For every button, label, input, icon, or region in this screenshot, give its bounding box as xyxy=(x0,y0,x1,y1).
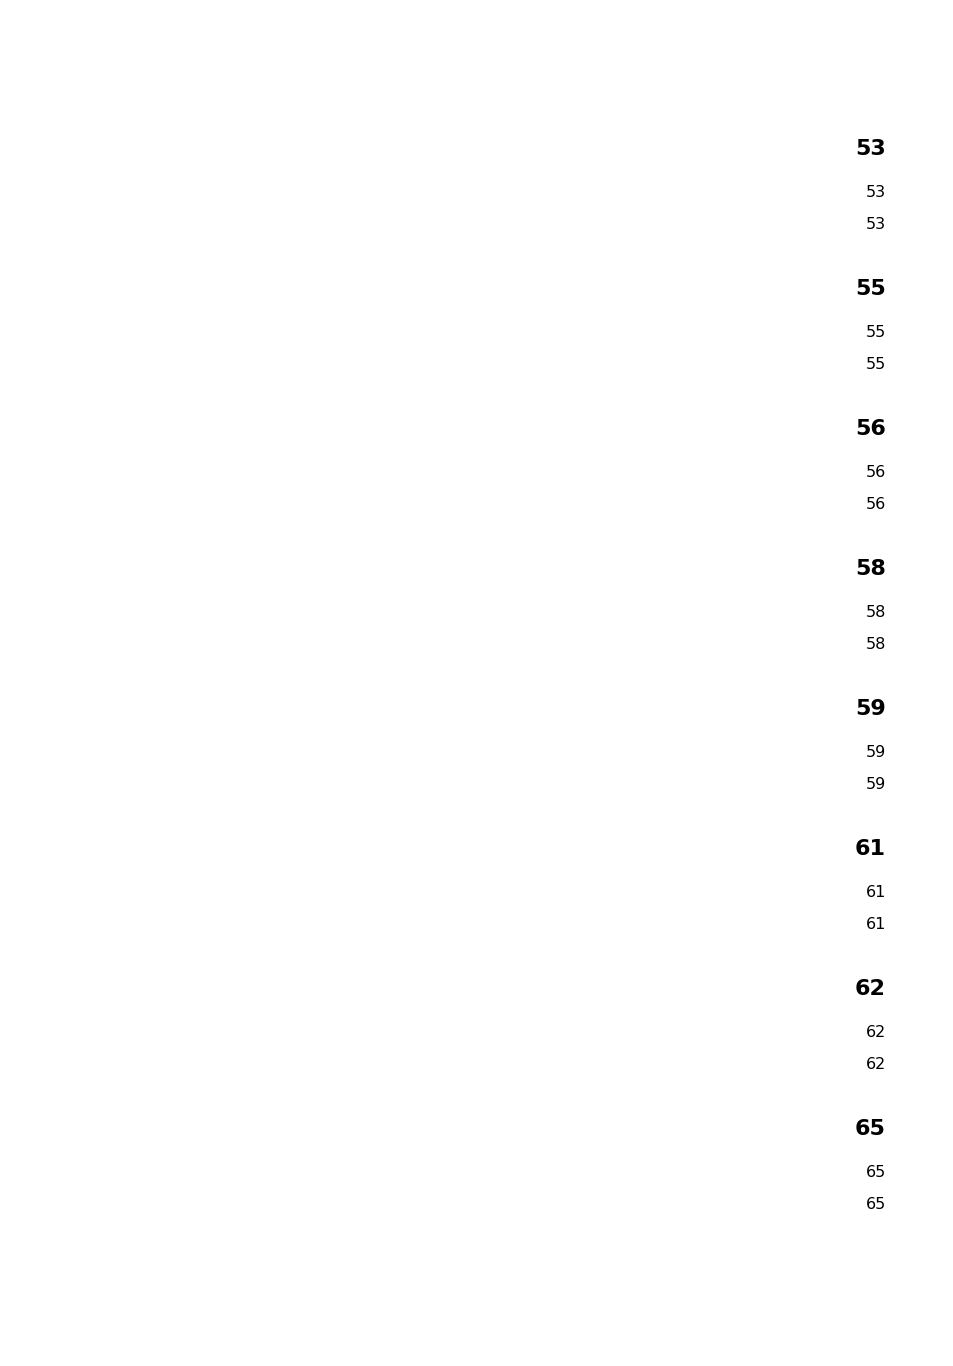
Text: Procedure.......................................................................: Procedure...............................… xyxy=(118,497,953,512)
Text: 62: 62 xyxy=(864,1024,885,1040)
Text: Replacing the Speakers..........................................................: Replacing the Speakers..................… xyxy=(68,279,953,299)
Text: 65: 65 xyxy=(864,1165,885,1180)
Text: 56: 56 xyxy=(864,464,885,479)
Text: Prerequisites...................................................................: Prerequisites...........................… xyxy=(118,1024,953,1040)
Text: 58: 58 xyxy=(864,605,885,620)
Text: 62: 62 xyxy=(854,979,885,999)
Text: Removing the Power-Adapter Port.................................................: Removing the Power-Adapter Port.........… xyxy=(68,699,953,719)
Text: 59: 59 xyxy=(864,777,885,792)
Text: 56: 56 xyxy=(854,419,885,438)
Text: Procedure.......................................................................: Procedure...............................… xyxy=(118,217,953,232)
Text: Post-requisites.................................................................: Post-requisites.........................… xyxy=(118,637,953,652)
Text: Removing the Speakers...........................................................: Removing the Speakers...................… xyxy=(68,139,953,158)
Text: 59: 59 xyxy=(854,699,885,719)
Text: Post-requisites.................................................................: Post-requisites.........................… xyxy=(118,1197,953,1212)
Text: 53: 53 xyxy=(854,139,885,158)
Text: 65: 65 xyxy=(864,1197,885,1212)
Text: 58: 58 xyxy=(864,637,885,652)
Text: 53: 53 xyxy=(865,184,885,199)
Text: Prerequisites...................................................................: Prerequisites...........................… xyxy=(118,464,953,479)
Text: Replacing the System Board......................................................: Replacing the System Board..............… xyxy=(68,1119,953,1139)
Text: Replacing the Coin-Cell Battery.................................................: Replacing the Coin-Cell Battery.........… xyxy=(68,559,953,579)
Text: Post-requisites.................................................................: Post-requisites.........................… xyxy=(118,917,953,932)
Text: Procedure.......................................................................: Procedure...............................… xyxy=(118,605,953,620)
Text: Removing the System Board.......................................................: Removing the System Board...............… xyxy=(68,979,953,999)
Text: Procedure.......................................................................: Procedure...............................… xyxy=(118,777,953,792)
Text: 61: 61 xyxy=(864,917,885,932)
Text: 61: 61 xyxy=(854,839,885,859)
Text: 62: 62 xyxy=(864,1057,885,1072)
Text: Removing the Coin-Cell Battery..................................................: Removing the Coin-Cell Battery..........… xyxy=(68,419,953,438)
Text: 65: 65 xyxy=(854,1119,885,1139)
Text: 59: 59 xyxy=(864,744,885,759)
Text: Replacing the Power-Adapter Port................................................: Replacing the Power-Adapter Port........… xyxy=(68,839,953,859)
Text: 58: 58 xyxy=(854,559,885,579)
Text: Procedure.......................................................................: Procedure...............................… xyxy=(118,1057,953,1072)
Text: 61: 61 xyxy=(864,885,885,900)
Text: 56: 56 xyxy=(864,497,885,512)
Text: 55: 55 xyxy=(864,357,885,372)
Text: Post-requisites.................................................................: Post-requisites.........................… xyxy=(118,357,953,372)
Text: 55: 55 xyxy=(864,325,885,340)
Text: Procedure.......................................................................: Procedure...............................… xyxy=(118,1165,953,1180)
Text: 53: 53 xyxy=(865,217,885,232)
Text: 55: 55 xyxy=(854,279,885,299)
Text: Procedure.......................................................................: Procedure...............................… xyxy=(118,325,953,340)
Text: Prerequisites...................................................................: Prerequisites...........................… xyxy=(118,744,953,759)
Text: Prerequisites...................................................................: Prerequisites...........................… xyxy=(118,184,953,199)
Text: Procedure.......................................................................: Procedure...............................… xyxy=(118,885,953,900)
